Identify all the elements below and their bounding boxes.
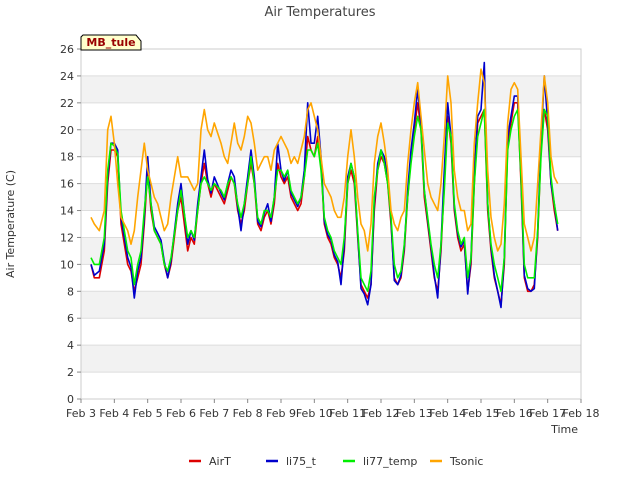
y-tick-label: 4 (67, 339, 74, 352)
x-tick-label: Feb 4 (99, 407, 129, 420)
chart-title: Air Temperatures (264, 5, 375, 20)
y-tick-label: 18 (60, 151, 74, 164)
x-tick-label: Feb 15 (463, 407, 500, 420)
x-tick-label: Feb 8 (233, 407, 263, 420)
x-tick-label: Feb 14 (429, 407, 466, 420)
x-tick-label: Feb 9 (266, 407, 296, 420)
grid-band (81, 129, 581, 157)
x-tick-label: Feb 11 (329, 407, 366, 420)
site-label-background (80, 34, 142, 51)
y-tick-label: 24 (60, 70, 74, 83)
series-line-Tsonic (90, 68, 559, 252)
x-tick-label: Feb 16 (496, 407, 533, 420)
y-tick-label: 0 (67, 393, 74, 406)
y-tick-label: 20 (60, 124, 74, 137)
grid-band (81, 75, 581, 103)
legend-label: li77_temp (363, 455, 417, 468)
y-tick-label: 22 (60, 97, 74, 110)
y-tick-label: 6 (67, 312, 74, 325)
legend-label: li75_t (286, 455, 317, 468)
x-tick-label: Feb 3 (66, 407, 96, 420)
x-tick-label: Feb 13 (396, 407, 433, 420)
y-tick-label: 2 (67, 366, 74, 379)
x-axis-label: Time (550, 423, 578, 436)
y-tick-label: 14 (60, 205, 74, 218)
x-tick-label: Feb 7 (199, 407, 229, 420)
legend-label: Tsonic (449, 455, 483, 468)
site-label-box: MB_tule (80, 34, 142, 51)
grid-bands (81, 48, 581, 400)
y-tick-label: 12 (60, 231, 74, 244)
site-label: MB_tule (86, 36, 135, 49)
x-tick-label: Feb 5 (133, 407, 163, 420)
grid-band (81, 291, 581, 319)
legend-label: AirT (209, 455, 231, 468)
grid-band (81, 156, 581, 184)
grid-band (81, 345, 581, 373)
x-tick-label: Feb 17 (529, 407, 566, 420)
x-tick-label: Feb 12 (363, 407, 400, 420)
y-tick-label: 10 (60, 258, 74, 271)
y-tick-label: 8 (67, 285, 74, 298)
x-tick-label: Feb 18 (563, 407, 600, 420)
x-tick-label: Feb 10 (296, 407, 333, 420)
grid-band (81, 102, 581, 130)
series-lines (90, 61, 559, 309)
legend: AirT li75_t li77_temp Tsonic (189, 455, 483, 468)
x-tick-label: Feb 6 (166, 407, 196, 420)
series-line-li77_temp (90, 108, 559, 293)
y-tick-label: 26 (60, 43, 74, 56)
plot-frame (80, 48, 582, 400)
grid-band (81, 264, 581, 292)
x-axis: Feb 3 Feb 4 Feb 5 Feb 6 Feb 7 Feb 8 Feb 9 Feb 1… (66, 399, 599, 420)
y-axis-label: Air Temperature (C) (4, 170, 17, 278)
grid-band (81, 49, 581, 76)
y-tick-label: 16 (60, 178, 74, 191)
grid-band (81, 210, 581, 238)
grid-band (81, 318, 581, 346)
grid-band (81, 372, 581, 399)
